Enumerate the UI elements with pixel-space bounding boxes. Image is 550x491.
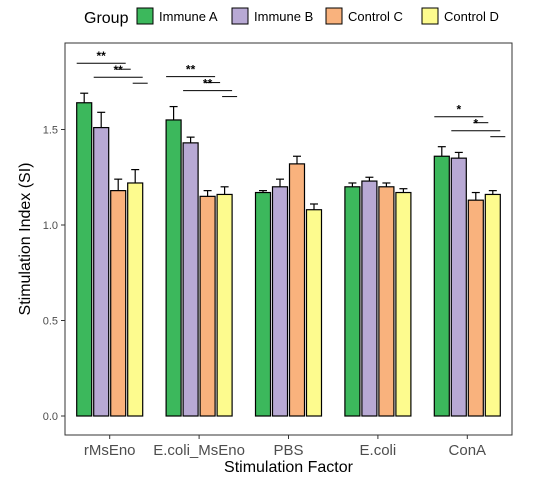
- significance-label: **: [203, 77, 213, 91]
- x-tick-label: PBS: [273, 442, 303, 459]
- bar: [484, 193, 501, 417]
- x-tick-label: rMsEno: [84, 442, 136, 459]
- legend-title: Group: [84, 10, 129, 27]
- significance-label: **: [97, 49, 107, 63]
- x-tick-label: E.coli: [360, 442, 397, 459]
- error-bars: [80, 92, 497, 210]
- bar: [127, 182, 144, 417]
- x-axis: rMsEno E.coli_MsEno PBS E.coli ConA: [84, 435, 486, 459]
- bar: [467, 199, 484, 417]
- x-tick-label: E.coli_MsEno: [153, 442, 245, 459]
- bar: [271, 186, 289, 417]
- bar: [199, 195, 216, 417]
- y-tick-label: 0.5: [43, 316, 58, 328]
- legend-label-2: Immune B: [254, 9, 313, 24]
- bars: [76, 102, 501, 417]
- legend-swatch-3: [325, 7, 343, 25]
- bar: [93, 126, 110, 417]
- significance-label: **: [114, 63, 124, 77]
- y-tick-label: 1.0: [43, 220, 58, 232]
- bar: [433, 155, 450, 417]
- bar: [182, 142, 199, 417]
- significance-label: *: [456, 103, 461, 117]
- bar: [254, 191, 272, 417]
- bar: [216, 193, 233, 417]
- bar: [110, 190, 127, 417]
- significance-label: *: [473, 117, 478, 131]
- bar: [76, 102, 93, 417]
- y-tick-label: 0.0: [43, 411, 58, 423]
- legend-swatch-1: [136, 7, 154, 25]
- y-tick-label: 1.5: [43, 125, 58, 137]
- y-axis-title: Stimulation Index (SI): [17, 163, 34, 316]
- legend-label-1: Immune A: [159, 9, 218, 24]
- legend-swatch-4: [421, 7, 439, 25]
- legend-swatch-2: [231, 7, 249, 25]
- bar: [450, 157, 467, 417]
- bar: [361, 180, 378, 417]
- bar: [378, 186, 395, 417]
- bar: [395, 191, 412, 417]
- x-axis-title: Stimulation Factor: [224, 459, 354, 476]
- bar: [305, 209, 323, 417]
- x-tick-label: ConA: [449, 442, 487, 459]
- significance-annotations: **** ******: [76, 49, 506, 138]
- bar: [165, 119, 182, 417]
- legend-label-4: Control D: [444, 9, 499, 24]
- bar: [288, 163, 306, 417]
- bar: [344, 186, 361, 417]
- y-axis: 0.0 0.5 1.0 1.5: [43, 125, 65, 423]
- legend: Group Immune A Immune B Control C Control D: [84, 7, 499, 27]
- significance-label: **: [186, 63, 196, 77]
- legend-label-3: Control C: [348, 9, 403, 24]
